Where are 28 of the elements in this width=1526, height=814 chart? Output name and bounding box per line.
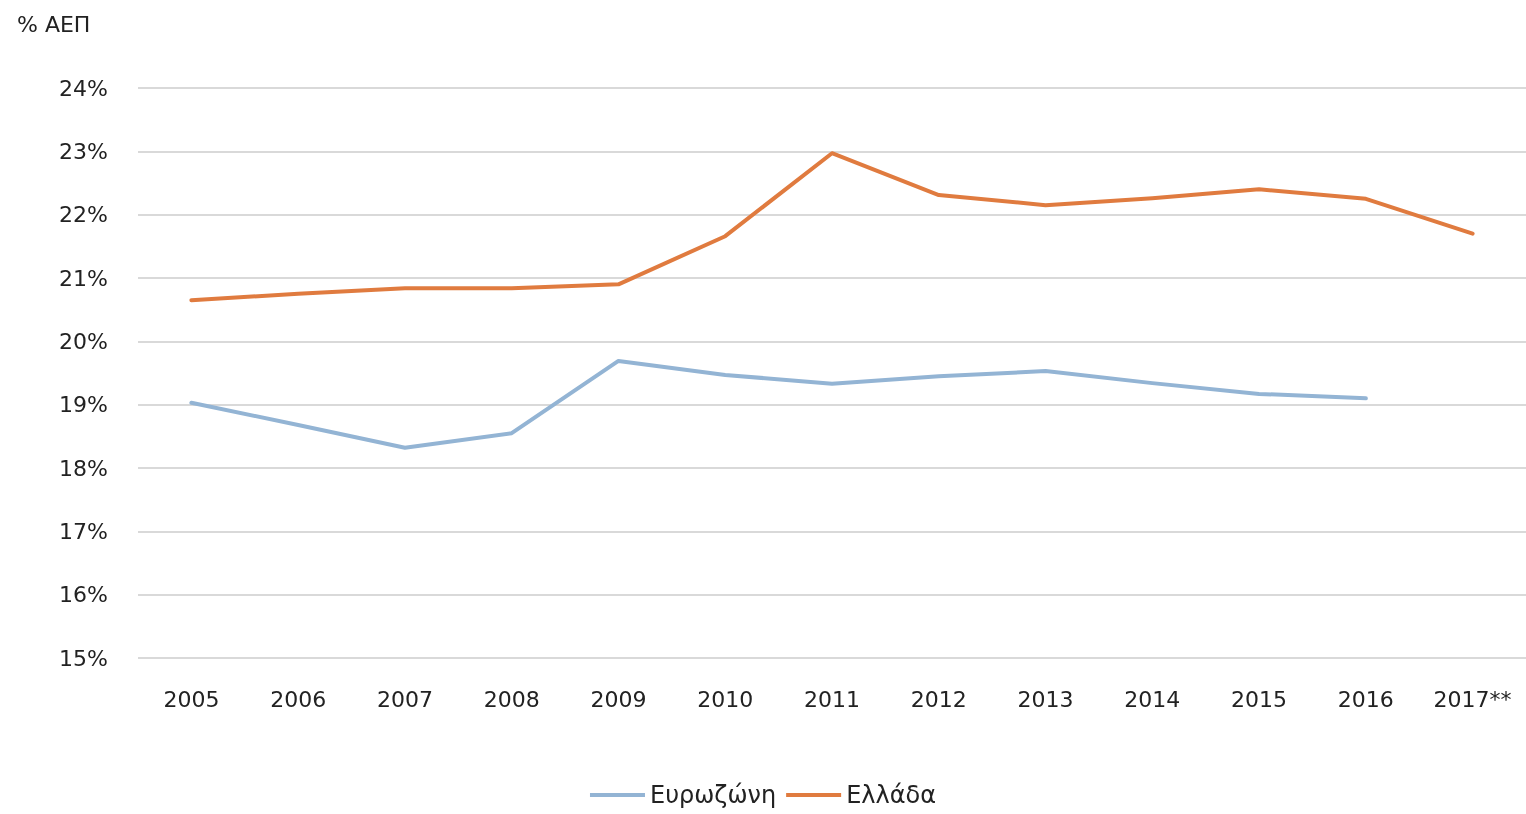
line-series — [189, 358, 1368, 450]
y-tick-label: 24% — [59, 75, 108, 101]
y-tick-label: 23% — [59, 138, 108, 164]
y-tick-label: 17% — [59, 518, 108, 544]
y-tick-label: 21% — [59, 265, 108, 291]
x-tick-label: 2012 — [910, 686, 967, 712]
x-tick-label: 2011 — [804, 686, 860, 712]
legend-label: Ευρωζώνη — [649, 781, 777, 809]
y-tick-label: 20% — [59, 328, 108, 354]
x-tick-label: 2006 — [270, 686, 327, 712]
x-tick-label: 2014 — [1124, 686, 1181, 712]
x-tick-label: 2016 — [1337, 686, 1394, 712]
y-tick-label: 18% — [59, 455, 108, 481]
y-tick-label: 19% — [59, 392, 108, 418]
x-tick-label: 2007 — [376, 686, 433, 712]
y-axis-title: % ΑΕΠ — [17, 11, 91, 37]
y-tick-label: 15% — [59, 645, 108, 671]
y-tick-label: 22% — [59, 202, 108, 228]
x-tick-label: 2008 — [483, 686, 540, 712]
x-tick-label: 2017** — [1433, 686, 1512, 712]
line-series — [189, 151, 1475, 303]
x-tick-label: 2009 — [590, 686, 647, 712]
x-tick-label: 2013 — [1017, 686, 1074, 712]
y-tick-label: 16% — [59, 582, 108, 608]
x-tick-label: 2015 — [1231, 686, 1288, 712]
x-tick-label: 2005 — [163, 686, 220, 712]
x-tick-label: 2010 — [697, 686, 754, 712]
legend-label: Ελλάδα — [846, 781, 937, 809]
